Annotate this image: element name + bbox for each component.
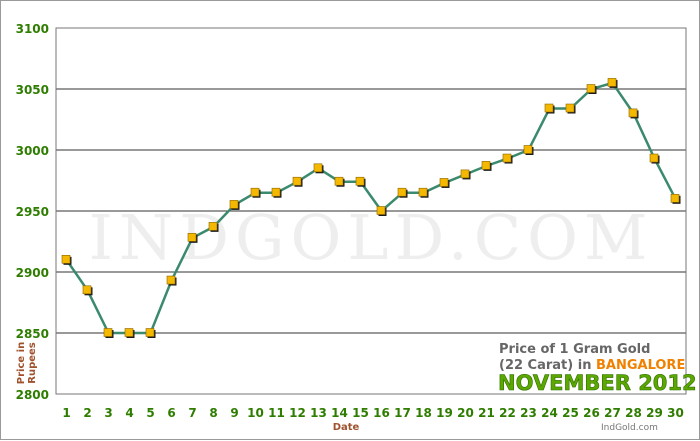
- x-tick-label: 18: [415, 406, 432, 420]
- x-tick-label: 20: [457, 406, 474, 420]
- data-point: [502, 153, 513, 164]
- data-point: [103, 328, 114, 338]
- data-point: [565, 103, 576, 114]
- x-axis-title: Date: [333, 422, 360, 433]
- data-point: [313, 163, 324, 174]
- data-point: [292, 176, 303, 187]
- annotation-carat: (22 Carat) in: [499, 358, 596, 373]
- y-tick-label: 2850: [16, 327, 49, 341]
- data-point: [523, 145, 534, 155]
- y-tick-label: 3050: [16, 83, 49, 97]
- x-tick-label: 21: [478, 406, 495, 420]
- x-tick-label: 7: [188, 406, 196, 420]
- grid-lines: [56, 88, 686, 334]
- source-credit: IndGold.com: [601, 423, 658, 433]
- data-point: [229, 200, 240, 210]
- data-point: [82, 285, 93, 296]
- x-tick-label: 6: [167, 406, 175, 420]
- chart-annotation: Price of 1 Gram Gold (22 Carat) in BANGA…: [498, 342, 697, 395]
- data-point: [397, 187, 408, 198]
- data-point: [334, 176, 345, 187]
- x-tick-label: 8: [209, 406, 217, 420]
- x-tick-label: 19: [436, 406, 453, 420]
- x-tick-label: 9: [230, 406, 238, 420]
- data-point: [376, 206, 387, 216]
- y-axis-ticks: 2800 2850 2900 2950 3000 3050 3100: [16, 22, 49, 402]
- data-point: [61, 255, 72, 265]
- data-point: [271, 187, 282, 198]
- x-tick-label: 5: [146, 406, 154, 420]
- y-tick-label: 3000: [16, 144, 49, 158]
- x-tick-label: 11: [268, 406, 285, 420]
- x-tick-label: 23: [520, 406, 537, 420]
- x-tick-label: 16: [373, 406, 390, 420]
- y-tick-label: 3100: [16, 22, 49, 36]
- data-point: [649, 153, 660, 164]
- x-tick-label: 2: [83, 406, 91, 420]
- data-point: [355, 176, 366, 187]
- data-point: [607, 78, 618, 88]
- data-point: [586, 84, 597, 94]
- y-tick-label: 2900: [16, 266, 49, 280]
- x-tick-label: 29: [646, 406, 663, 420]
- watermark: INDGOLD.COM: [89, 201, 654, 274]
- data-point: [418, 187, 429, 198]
- y-tick-label: 2950: [16, 205, 49, 219]
- y-tick-label: 2800: [16, 388, 49, 402]
- plot-area: [55, 27, 687, 395]
- data-markers: [61, 78, 681, 338]
- x-tick-label: 4: [125, 406, 133, 420]
- x-tick-label: 14: [331, 406, 348, 420]
- x-tick-label: 26: [583, 406, 600, 420]
- x-tick-label: 25: [562, 406, 579, 420]
- annotation-line1: Price of 1 Gram Gold: [499, 342, 650, 357]
- x-tick-label: 30: [667, 406, 684, 420]
- x-tick-label: 13: [310, 406, 327, 420]
- data-point: [166, 275, 177, 286]
- data-point: [145, 328, 156, 338]
- data-point: [670, 194, 681, 204]
- data-point: [544, 103, 555, 114]
- x-tick-label: 27: [604, 406, 621, 420]
- data-point: [124, 328, 135, 338]
- data-point: [628, 108, 639, 119]
- x-tick-label: 1: [62, 406, 70, 420]
- annotation-month-year: NOVEMBER 2012: [498, 371, 697, 395]
- data-point: [187, 233, 198, 243]
- data-point: [481, 161, 492, 171]
- x-tick-label: 24: [541, 406, 558, 420]
- x-tick-label: 15: [352, 406, 369, 420]
- x-axis-ticks: 1 2 3 4 5 6 7 8 9 10 11 12 13 14 15 16 17 18 19 20 21 22 23 24 2…: [62, 406, 684, 420]
- x-tick-label: 12: [289, 406, 306, 420]
- x-tick-label: 28: [625, 406, 642, 420]
- x-tick-label: 22: [499, 406, 516, 420]
- data-point: [208, 222, 219, 232]
- annotation-line2: (22 Carat) in BANGALORE: [499, 358, 685, 373]
- data-point: [460, 169, 471, 180]
- data-point: [250, 187, 261, 198]
- annotation-city: BANGALORE: [596, 358, 685, 373]
- x-tick-label: 3: [104, 406, 112, 420]
- data-point: [439, 178, 450, 188]
- x-tick-label: 17: [394, 406, 411, 420]
- y-axis-title-line2: Rupees: [27, 342, 38, 384]
- y-axis-title-line1: Price in: [16, 342, 27, 384]
- x-tick-label: 10: [247, 406, 264, 420]
